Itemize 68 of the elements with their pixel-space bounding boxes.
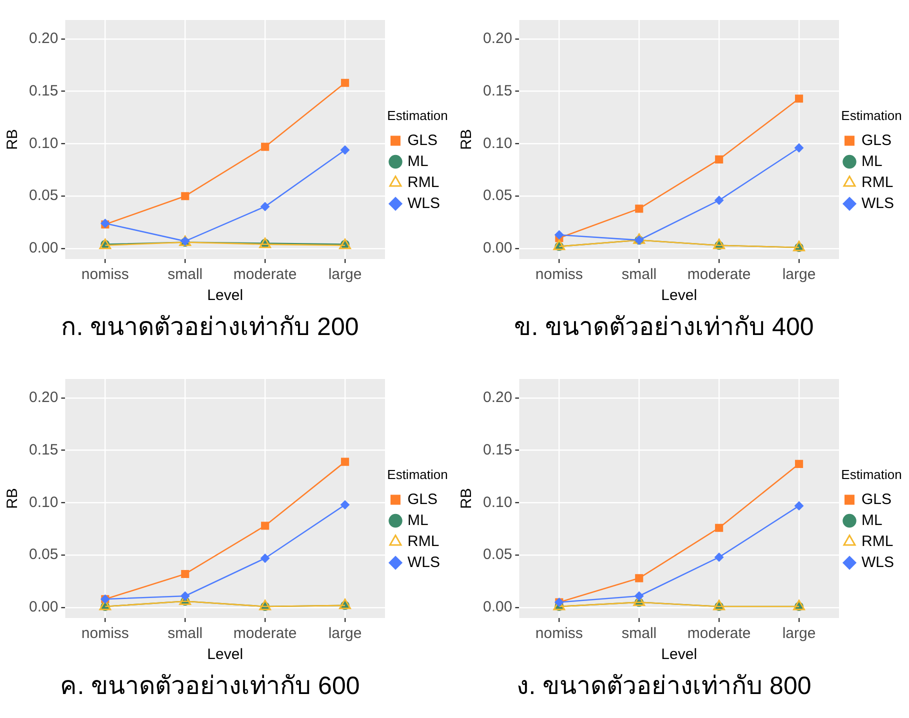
text: ค. ขนาดตัวอย่างเท่ากับ 600 <box>59 671 361 702</box>
y-tick-label: 0.00 <box>482 240 512 257</box>
legend-label: ML <box>407 152 428 170</box>
x-tick-label: nomiss <box>535 625 583 642</box>
x-tick-label: small <box>168 266 203 284</box>
y-tick-label: 0.00 <box>482 598 512 616</box>
y-tick-label: 0.10 <box>482 134 512 152</box>
y-tick-label: 0.20 <box>28 30 58 48</box>
x-tick-label: large <box>782 625 816 642</box>
x-axis-title: Level <box>207 287 244 304</box>
legend-label: ML <box>861 512 882 529</box>
x-tick-label: small <box>622 266 657 284</box>
legend-title: Estimation <box>841 466 902 482</box>
x-tick-label: nomiss <box>81 266 129 284</box>
x-axis-title: Level <box>661 646 698 664</box>
legend-label: GLS <box>861 490 892 508</box>
legend-label: ML <box>861 152 882 170</box>
y-tick-label: 0.15 <box>482 82 512 100</box>
x-tick-label: nomiss <box>81 625 129 642</box>
x-tick-label: large <box>782 266 816 284</box>
legend-label: WLS <box>861 194 894 212</box>
x-axis-title: Level <box>207 646 244 664</box>
y-tick-label: 0.05 <box>28 187 58 204</box>
y-axis-title: RB <box>4 488 22 509</box>
legend-label: RML <box>407 174 440 191</box>
y-axis-title: RB <box>458 129 476 150</box>
text: ง. ขนาดตัวอย่างเท่ากับ 800 <box>516 671 812 702</box>
legend-label: WLS <box>407 554 440 571</box>
legend-label: RML <box>861 532 894 550</box>
y-tick-label: 0.05 <box>482 187 512 204</box>
x-tick-label: small <box>622 625 657 642</box>
y-tick-label: 0.20 <box>28 389 58 406</box>
y-tick-label: 0.15 <box>28 441 58 458</box>
legend-title: Estimation <box>387 108 448 123</box>
y-tick-label: 0.20 <box>482 389 512 406</box>
x-tick-label: moderate <box>687 266 751 284</box>
legend-label: GLS <box>861 132 892 149</box>
legend-label: RML <box>407 532 440 550</box>
x-tick-label: moderate <box>687 625 751 642</box>
y-tick-label: 0.15 <box>28 82 58 100</box>
legend-label: RML <box>861 174 894 191</box>
y-tick-label: 0.10 <box>28 494 58 511</box>
x-tick-label: nomiss <box>535 266 583 284</box>
y-tick-label: 0.10 <box>482 494 512 511</box>
x-tick-label: small <box>168 625 203 642</box>
y-tick-label: 0.15 <box>482 441 512 458</box>
text: ข. ขนาดตัวอย่างเท่ากับ 400 <box>513 312 815 343</box>
legend-label: ML <box>407 512 428 529</box>
x-axis-title: Level <box>661 287 698 304</box>
y-tick-label: 0.05 <box>482 546 512 564</box>
y-tick-label: 0.20 <box>482 30 512 48</box>
y-tick-label: 0.10 <box>28 134 58 152</box>
x-tick-label: moderate <box>233 625 297 642</box>
legend-label: WLS <box>861 554 894 571</box>
y-tick-label: 0.00 <box>28 240 58 257</box>
legend-title: Estimation <box>841 108 902 123</box>
y-axis-title: RB <box>458 488 476 509</box>
legend-label: GLS <box>407 490 438 508</box>
y-tick-label: 0.00 <box>28 598 58 616</box>
x-tick-label: large <box>328 266 362 284</box>
x-tick-label: moderate <box>233 266 297 284</box>
legend-label: WLS <box>407 194 440 212</box>
legend-title: Estimation <box>387 466 448 482</box>
legend-label: GLS <box>407 132 438 149</box>
x-tick-label: large <box>328 625 362 642</box>
y-tick-label: 0.05 <box>28 546 58 564</box>
text: ก. ขนาดตัวอย่างเท่ากับ 200 <box>60 312 360 343</box>
y-axis-title: RB <box>4 129 22 150</box>
